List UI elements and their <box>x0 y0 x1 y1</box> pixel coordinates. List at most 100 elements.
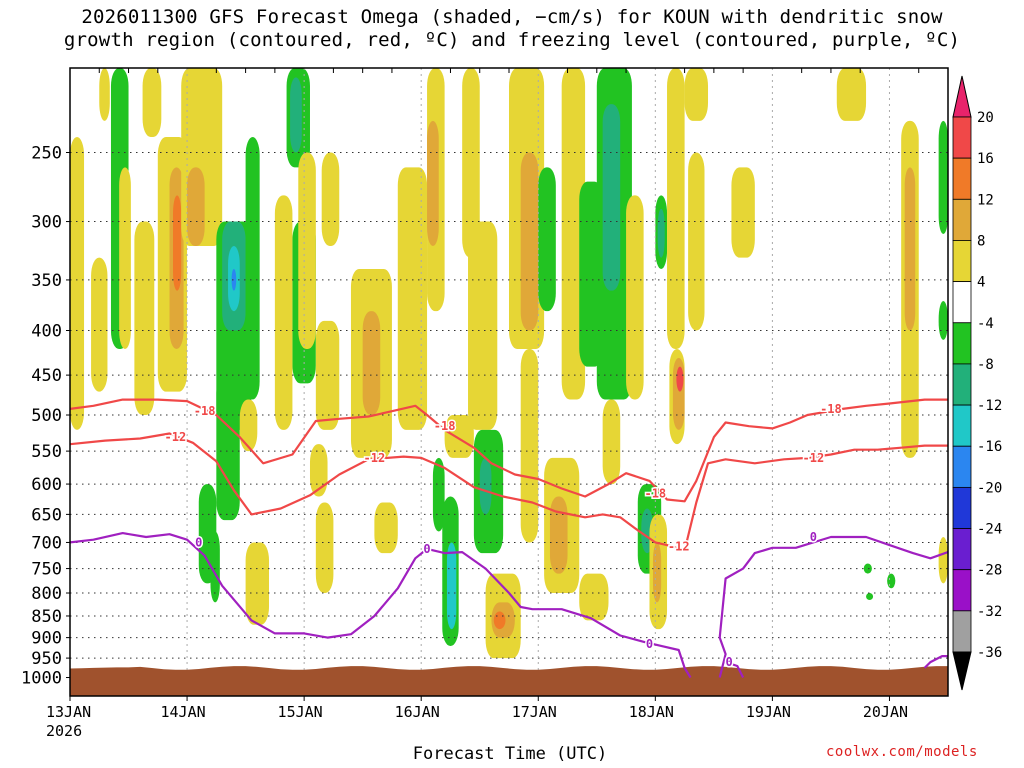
colorbar-block-8 <box>952 445 972 488</box>
y-tick-label-900: 900 <box>31 629 62 649</box>
x-tick-label-13JAN: 13JAN <box>46 703 91 721</box>
x-tick-label-15JAN: 15JAN <box>278 703 323 721</box>
y-tick-label-850: 850 <box>31 607 62 627</box>
omega-area-41 <box>462 68 480 258</box>
title-line-1: 2026011300 GFS Forecast Omega (shaded, −… <box>81 6 943 28</box>
omega-area-66 <box>657 208 665 258</box>
y-tick-label-950: 950 <box>31 649 62 669</box>
omega-area-6 <box>142 68 162 138</box>
source-credit: coolwx.com/models <box>826 744 978 760</box>
contour-0c <box>725 661 745 678</box>
contour-label-0-0: 0 <box>195 535 202 549</box>
omega-area-25 <box>298 152 316 349</box>
omega-area-29 <box>309 444 328 497</box>
colorbar-block-6 <box>952 363 972 406</box>
y-tick-label-250: 250 <box>31 144 62 164</box>
colorbar-block-4 <box>952 281 972 324</box>
contour-label--18-2: -18 <box>644 486 666 500</box>
x-tick-label-20JAN: 20JAN <box>863 703 908 721</box>
colorbar-label-2: 12 <box>977 192 994 208</box>
omega-area-49 <box>520 152 539 331</box>
omega-area-13 <box>210 531 220 603</box>
contour-label--18-3: -18 <box>820 402 842 416</box>
omega-area-57 <box>602 104 621 291</box>
y-tick-label-450: 450 <box>31 366 62 386</box>
contour--18 <box>70 398 948 503</box>
colorbar-label-13: -36 <box>977 645 1002 661</box>
y-tick-label-400: 400 <box>31 322 62 342</box>
colorbar-block-12 <box>952 610 972 653</box>
omega-area-60 <box>626 195 644 400</box>
y-tick-label-300: 300 <box>31 213 62 233</box>
colorbar-label-0: 20 <box>977 110 994 126</box>
colorbar-block-9 <box>952 486 972 529</box>
colorbar-block-0 <box>952 116 972 159</box>
contour-label--12-3: -12 <box>803 451 825 465</box>
colorbar-block-7 <box>952 404 972 447</box>
contour--12 <box>70 432 948 552</box>
terrain-band <box>70 666 948 696</box>
omega-area-77 <box>938 120 948 234</box>
colorbar-block-1 <box>952 157 972 200</box>
omega-area-59 <box>579 573 609 621</box>
contour-lines: -18 -18 -18 -18 -12 -12 -12 -12 0 0 0 0 0 <box>70 398 948 679</box>
omega-area-34 <box>374 502 398 554</box>
x-axis-title: Forecast Time (UTC) <box>412 744 608 764</box>
omega-area-36 <box>427 120 439 246</box>
colorbar-block-10 <box>952 528 972 571</box>
chart-title: 2026011300 GFS Forecast Omega (shaded, −… <box>0 6 1024 52</box>
omega-area-82 <box>866 593 874 601</box>
omega-area-73 <box>731 167 755 258</box>
omega-area-11 <box>187 167 205 246</box>
x-tick-label-17JAN: 17JAN <box>512 703 557 721</box>
y-axis-ticks: 2503003504004505005506006507007508008509… <box>21 144 70 689</box>
contour-label--18-1: -18 <box>434 419 456 433</box>
colorbar-block-5 <box>952 322 972 365</box>
terrain-fill <box>70 666 948 696</box>
y-tick-label-350: 350 <box>31 271 62 291</box>
omega-shading <box>70 68 948 659</box>
colorbar-top-arrow <box>952 75 972 118</box>
colorbar-block-2 <box>952 198 972 241</box>
y-tick-label-750: 750 <box>31 560 62 580</box>
omega-area-74 <box>836 68 867 121</box>
omega-area-42 <box>468 221 498 430</box>
colorbar-label-1: 16 <box>977 151 994 167</box>
omega-area-27 <box>321 152 340 246</box>
title-line-2: growth region (contoured, red, ºC) and f… <box>63 29 961 51</box>
x-tick-label-19JAN: 19JAN <box>746 703 791 721</box>
omega-area-0 <box>70 137 85 430</box>
omega-area-18 <box>245 137 260 400</box>
omega-area-9 <box>173 195 182 291</box>
omega-area-78 <box>938 300 948 340</box>
colorbar-block-3 <box>952 240 972 283</box>
omega-area-2 <box>99 68 110 121</box>
contour-label-0-1: 0 <box>423 542 430 556</box>
contour-label-0b-0: 0 <box>810 530 817 544</box>
omega-area-26 <box>274 195 293 430</box>
omega-area-17 <box>231 268 237 291</box>
y-tick-label-700: 700 <box>31 533 62 553</box>
contour-label--12-1: -12 <box>364 451 386 465</box>
x-tick-label-14JAN: 14JAN <box>160 703 205 721</box>
colorbar-label-12: -32 <box>977 604 1002 620</box>
colorbar-label-5: -4 <box>977 316 994 332</box>
omega-area-72 <box>688 152 705 331</box>
omega-area-30 <box>315 502 334 594</box>
contour-0 <box>70 532 692 679</box>
omega-area-39 <box>446 542 457 630</box>
omega-area-70 <box>676 366 684 392</box>
omega-area-50 <box>520 348 539 543</box>
plot-frame <box>69 67 949 697</box>
omega-area-71 <box>684 68 709 121</box>
omega-area-80 <box>863 563 872 574</box>
colorbar-label-10: -24 <box>977 522 1002 538</box>
omega-area-32 <box>362 311 381 416</box>
y-tick-label-500: 500 <box>31 406 62 426</box>
colorbar-label-11: -28 <box>977 563 1002 579</box>
omega-area-76 <box>904 167 916 331</box>
contour-label--18-0: -18 <box>194 404 216 418</box>
omega-area-67 <box>667 68 685 349</box>
